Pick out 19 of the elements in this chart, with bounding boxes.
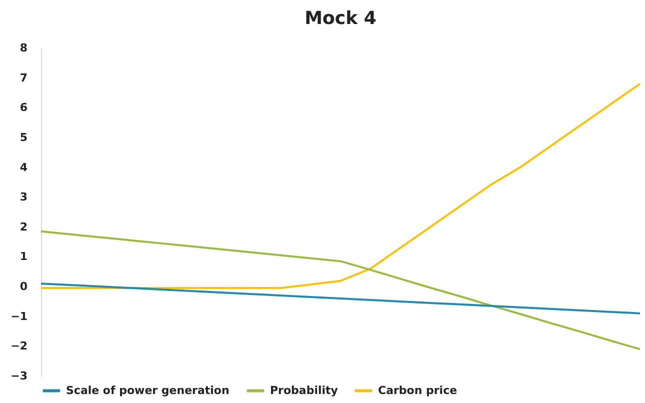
y-tick-label: 8: [20, 42, 28, 54]
y-tick-label: 3: [20, 190, 28, 204]
y-tick-label: 1: [20, 250, 28, 264]
y-tick-label: 5: [20, 130, 28, 144]
y-tick-label: −1: [10, 310, 28, 323]
y-tick-label: 2: [20, 220, 28, 234]
y-tick-label: 7: [20, 71, 28, 84]
line-series: [40, 230, 641, 350]
y-tick-label: 6: [20, 101, 28, 114]
y-tick-label: 0: [20, 280, 28, 294]
line-series: [40, 282, 641, 314]
legend-label: Scale of power generation: [66, 384, 230, 397]
chart-title: Mock 4: [304, 8, 376, 29]
y-tick-label: 4: [20, 160, 28, 174]
y-tick-label: −3: [10, 370, 28, 382]
line-series: [40, 82, 641, 290]
legend-label: Probability: [270, 384, 338, 397]
y-tick-label: −2: [10, 340, 28, 353]
legend-label: Carbon price: [378, 384, 458, 397]
